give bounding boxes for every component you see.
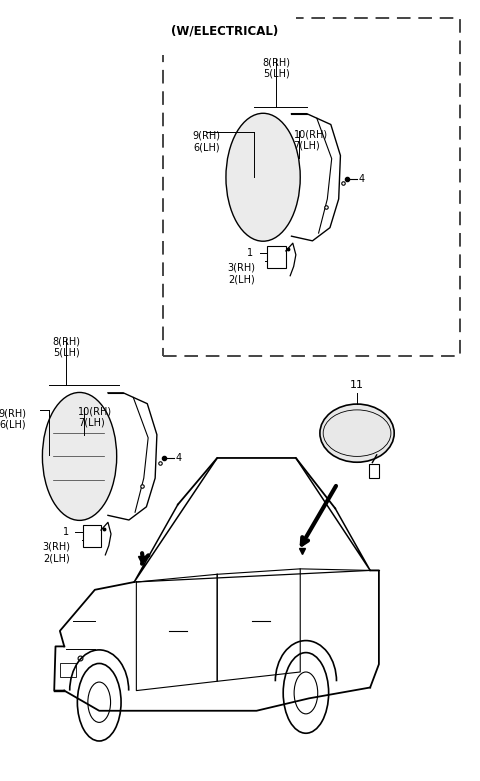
- Ellipse shape: [226, 113, 300, 241]
- Text: 11: 11: [350, 380, 364, 390]
- Text: 9(RH)
6(LH): 9(RH) 6(LH): [0, 408, 27, 430]
- Text: 4: 4: [359, 174, 365, 184]
- Text: (W/ELECTRICAL): (W/ELECTRICAL): [171, 24, 278, 37]
- Bar: [267, 246, 286, 268]
- Text: 3(RH)
2(LH): 3(RH) 2(LH): [42, 542, 71, 563]
- Bar: [369, 464, 379, 478]
- Ellipse shape: [42, 392, 117, 520]
- Text: 8(RH)
5(LH): 8(RH) 5(LH): [262, 57, 290, 79]
- Text: 10(RH)
7(LH): 10(RH) 7(LH): [294, 129, 328, 151]
- Circle shape: [283, 653, 329, 733]
- Text: 10(RH)
7(LH): 10(RH) 7(LH): [78, 406, 112, 428]
- Text: 1: 1: [247, 248, 253, 259]
- Bar: [83, 526, 101, 547]
- Text: 1: 1: [62, 527, 69, 537]
- Text: 4: 4: [175, 453, 181, 463]
- Text: 3(RH)
2(LH): 3(RH) 2(LH): [227, 262, 255, 284]
- Text: 8(RH)
5(LH): 8(RH) 5(LH): [52, 336, 81, 358]
- Bar: [60, 663, 76, 677]
- Circle shape: [77, 663, 121, 741]
- Text: 9(RH)
6(LH): 9(RH) 6(LH): [192, 130, 220, 152]
- Ellipse shape: [320, 404, 394, 462]
